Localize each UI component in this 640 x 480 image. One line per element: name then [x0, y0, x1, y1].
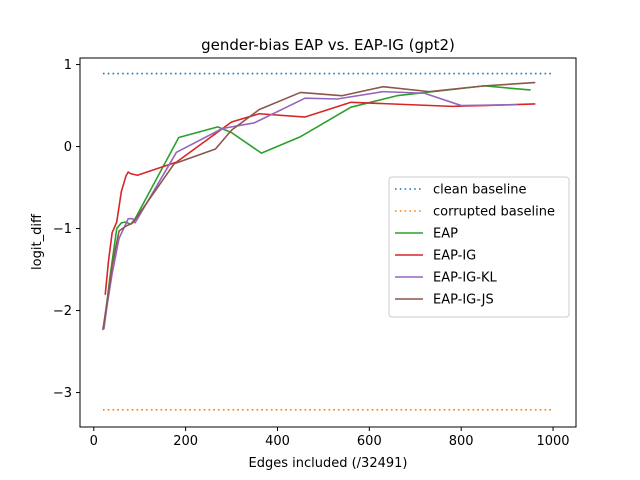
x-tick-label: 400: [265, 434, 290, 449]
legend-label: corrupted baseline: [433, 205, 555, 220]
legend: clean baseline corrupted baseline EAP EAP-I…: [388, 176, 570, 318]
series-lines: [102, 72, 554, 411]
x-axis-label: Edges included (/32491): [249, 456, 408, 471]
x-tick-label: 800: [449, 434, 474, 449]
y-tick-label: 0: [64, 140, 72, 155]
y-axis: 1 0 −1 −2 −3: [53, 58, 80, 401]
y-axis-label: logit_diff: [30, 213, 45, 270]
series-line-eap: [103, 85, 531, 330]
legend-label: EAP-IG-JS: [433, 293, 494, 308]
x-tick-label: 1000: [536, 434, 569, 449]
plot-frame: [79, 57, 577, 428]
legend-box: [388, 176, 570, 318]
legend-label: EAP: [433, 227, 458, 242]
series-line-eap-ig-js: [102, 81, 536, 331]
x-tick-label: 200: [173, 434, 198, 449]
series-line-eap-ig: [104, 101, 536, 295]
y-tick-label: 1: [64, 58, 72, 73]
series-line-eap-ig-kl: [103, 90, 518, 330]
legend-label: clean baseline: [433, 183, 527, 198]
y-tick-label: −3: [53, 386, 72, 401]
y-tick-label: −2: [53, 304, 72, 319]
legend-label: EAP-IG: [433, 249, 476, 264]
chart-title: gender-bias EAP vs. EAP-IG (gpt2): [201, 36, 455, 54]
x-axis: 0 200 400 600 800 1000: [90, 427, 570, 449]
legend-label: EAP-IG-KL: [433, 271, 497, 286]
x-tick-label: 0: [90, 434, 98, 449]
x-tick-label: 600: [357, 434, 382, 449]
y-tick-label: −1: [53, 222, 72, 237]
